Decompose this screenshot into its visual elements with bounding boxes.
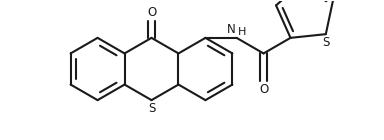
Text: N: N [227, 23, 235, 36]
Text: H: H [238, 27, 246, 37]
Text: O: O [259, 83, 268, 96]
Text: S: S [148, 102, 155, 115]
Text: O: O [147, 6, 156, 19]
Text: S: S [322, 36, 329, 49]
